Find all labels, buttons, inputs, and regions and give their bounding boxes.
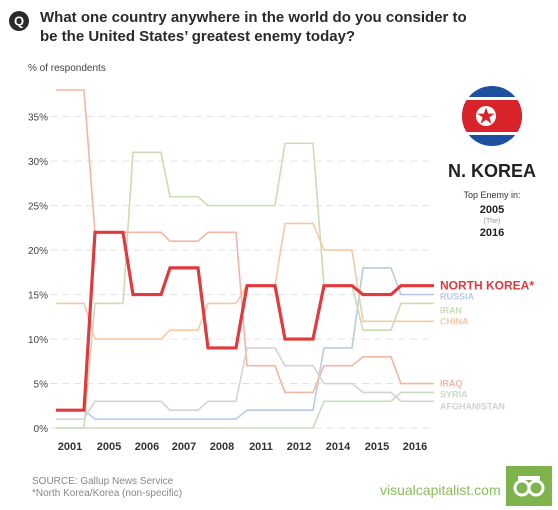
legend-label-russia: RUSSIA xyxy=(440,292,475,302)
series-line-iran xyxy=(56,142,434,429)
y-tick-label: 10% xyxy=(28,335,48,346)
legend-label-china: CHINA xyxy=(440,316,469,326)
footnote: *North Korea/Korea (non-specific) xyxy=(32,488,183,499)
legend-label-afghanistan: AFGHANISTAN xyxy=(440,401,505,411)
series-line-iraq xyxy=(56,89,434,394)
x-axis-ticks: 2001 2005 2006 2007 2008 2011 2012 2014 2015 2016 xyxy=(58,441,427,453)
legend-label-north-korea: NORTH KOREA* xyxy=(440,279,534,293)
chart-title: What one country anywhere in the world d… xyxy=(40,9,467,45)
top-enemy-year-1: 2005 xyxy=(479,204,505,216)
series-line-syria xyxy=(56,391,434,429)
gridlines xyxy=(50,116,432,429)
footer-notes: SOURCE: Gallup News Service *North Korea… xyxy=(32,476,182,500)
legend-label-iraq: IRAQ xyxy=(440,379,463,389)
brand-link[interactable]: visualcapitalist.com xyxy=(380,482,501,498)
y-tick-label: 30% xyxy=(28,157,48,168)
top-enemy-panel: N. KOREA Top Enemy in: 2005 (The) 2016 xyxy=(440,86,544,239)
y-tick-label: 35% xyxy=(28,113,48,124)
y-tick-label: 0% xyxy=(34,424,49,435)
y-tick-label: 15% xyxy=(28,291,48,302)
y-tick-label: 20% xyxy=(28,246,48,257)
top-enemy-label: Top Enemy in: xyxy=(463,190,521,200)
x-tick-label: 2012 xyxy=(287,441,311,453)
legend-label-syria: SYRIA xyxy=(440,389,468,399)
x-tick-label: 2005 xyxy=(97,441,121,453)
series-line-china xyxy=(56,222,434,340)
x-tick-label: 2016 xyxy=(403,441,427,453)
source-note: SOURCE: Gallup News Service xyxy=(32,476,174,487)
series-line-russia xyxy=(56,267,434,420)
series-line-north-korea xyxy=(56,230,434,412)
north-korea-flag-icon xyxy=(462,86,522,146)
visual-capitalist-logo-icon xyxy=(506,466,552,506)
question-icon: Q xyxy=(9,11,29,31)
y-tick-label: 5% xyxy=(34,380,49,391)
x-tick-label: 2006 xyxy=(135,441,159,453)
y-tick-label: 25% xyxy=(28,202,48,213)
x-tick-label: 2011 xyxy=(249,441,273,453)
series-lines xyxy=(56,89,434,429)
x-tick-label: 2001 xyxy=(58,441,82,453)
top-enemy-conjunction: (The) xyxy=(483,218,501,225)
x-tick-label: 2008 xyxy=(210,441,234,453)
question-badge-letter: Q xyxy=(14,14,24,29)
y-axis-ticks: 0% 5% 10% 15% 20% 25% 30% 35% xyxy=(28,113,48,435)
line-chart: 0%5%10%15%20%25%30%35% 2001 2005 2006 2007 2… xyxy=(28,89,534,453)
x-tick-label: 2007 xyxy=(172,441,196,453)
top-enemy-year-2: 2016 xyxy=(479,227,505,239)
legend-label-iran: IRAN xyxy=(440,305,462,315)
x-tick-label: 2015 xyxy=(365,441,389,453)
series-line-afghanistan xyxy=(56,347,434,420)
x-tick-label: 2014 xyxy=(326,441,351,453)
y-axis-label: % of respondents xyxy=(28,63,106,74)
top-enemy-country: N. KOREA xyxy=(447,161,536,181)
